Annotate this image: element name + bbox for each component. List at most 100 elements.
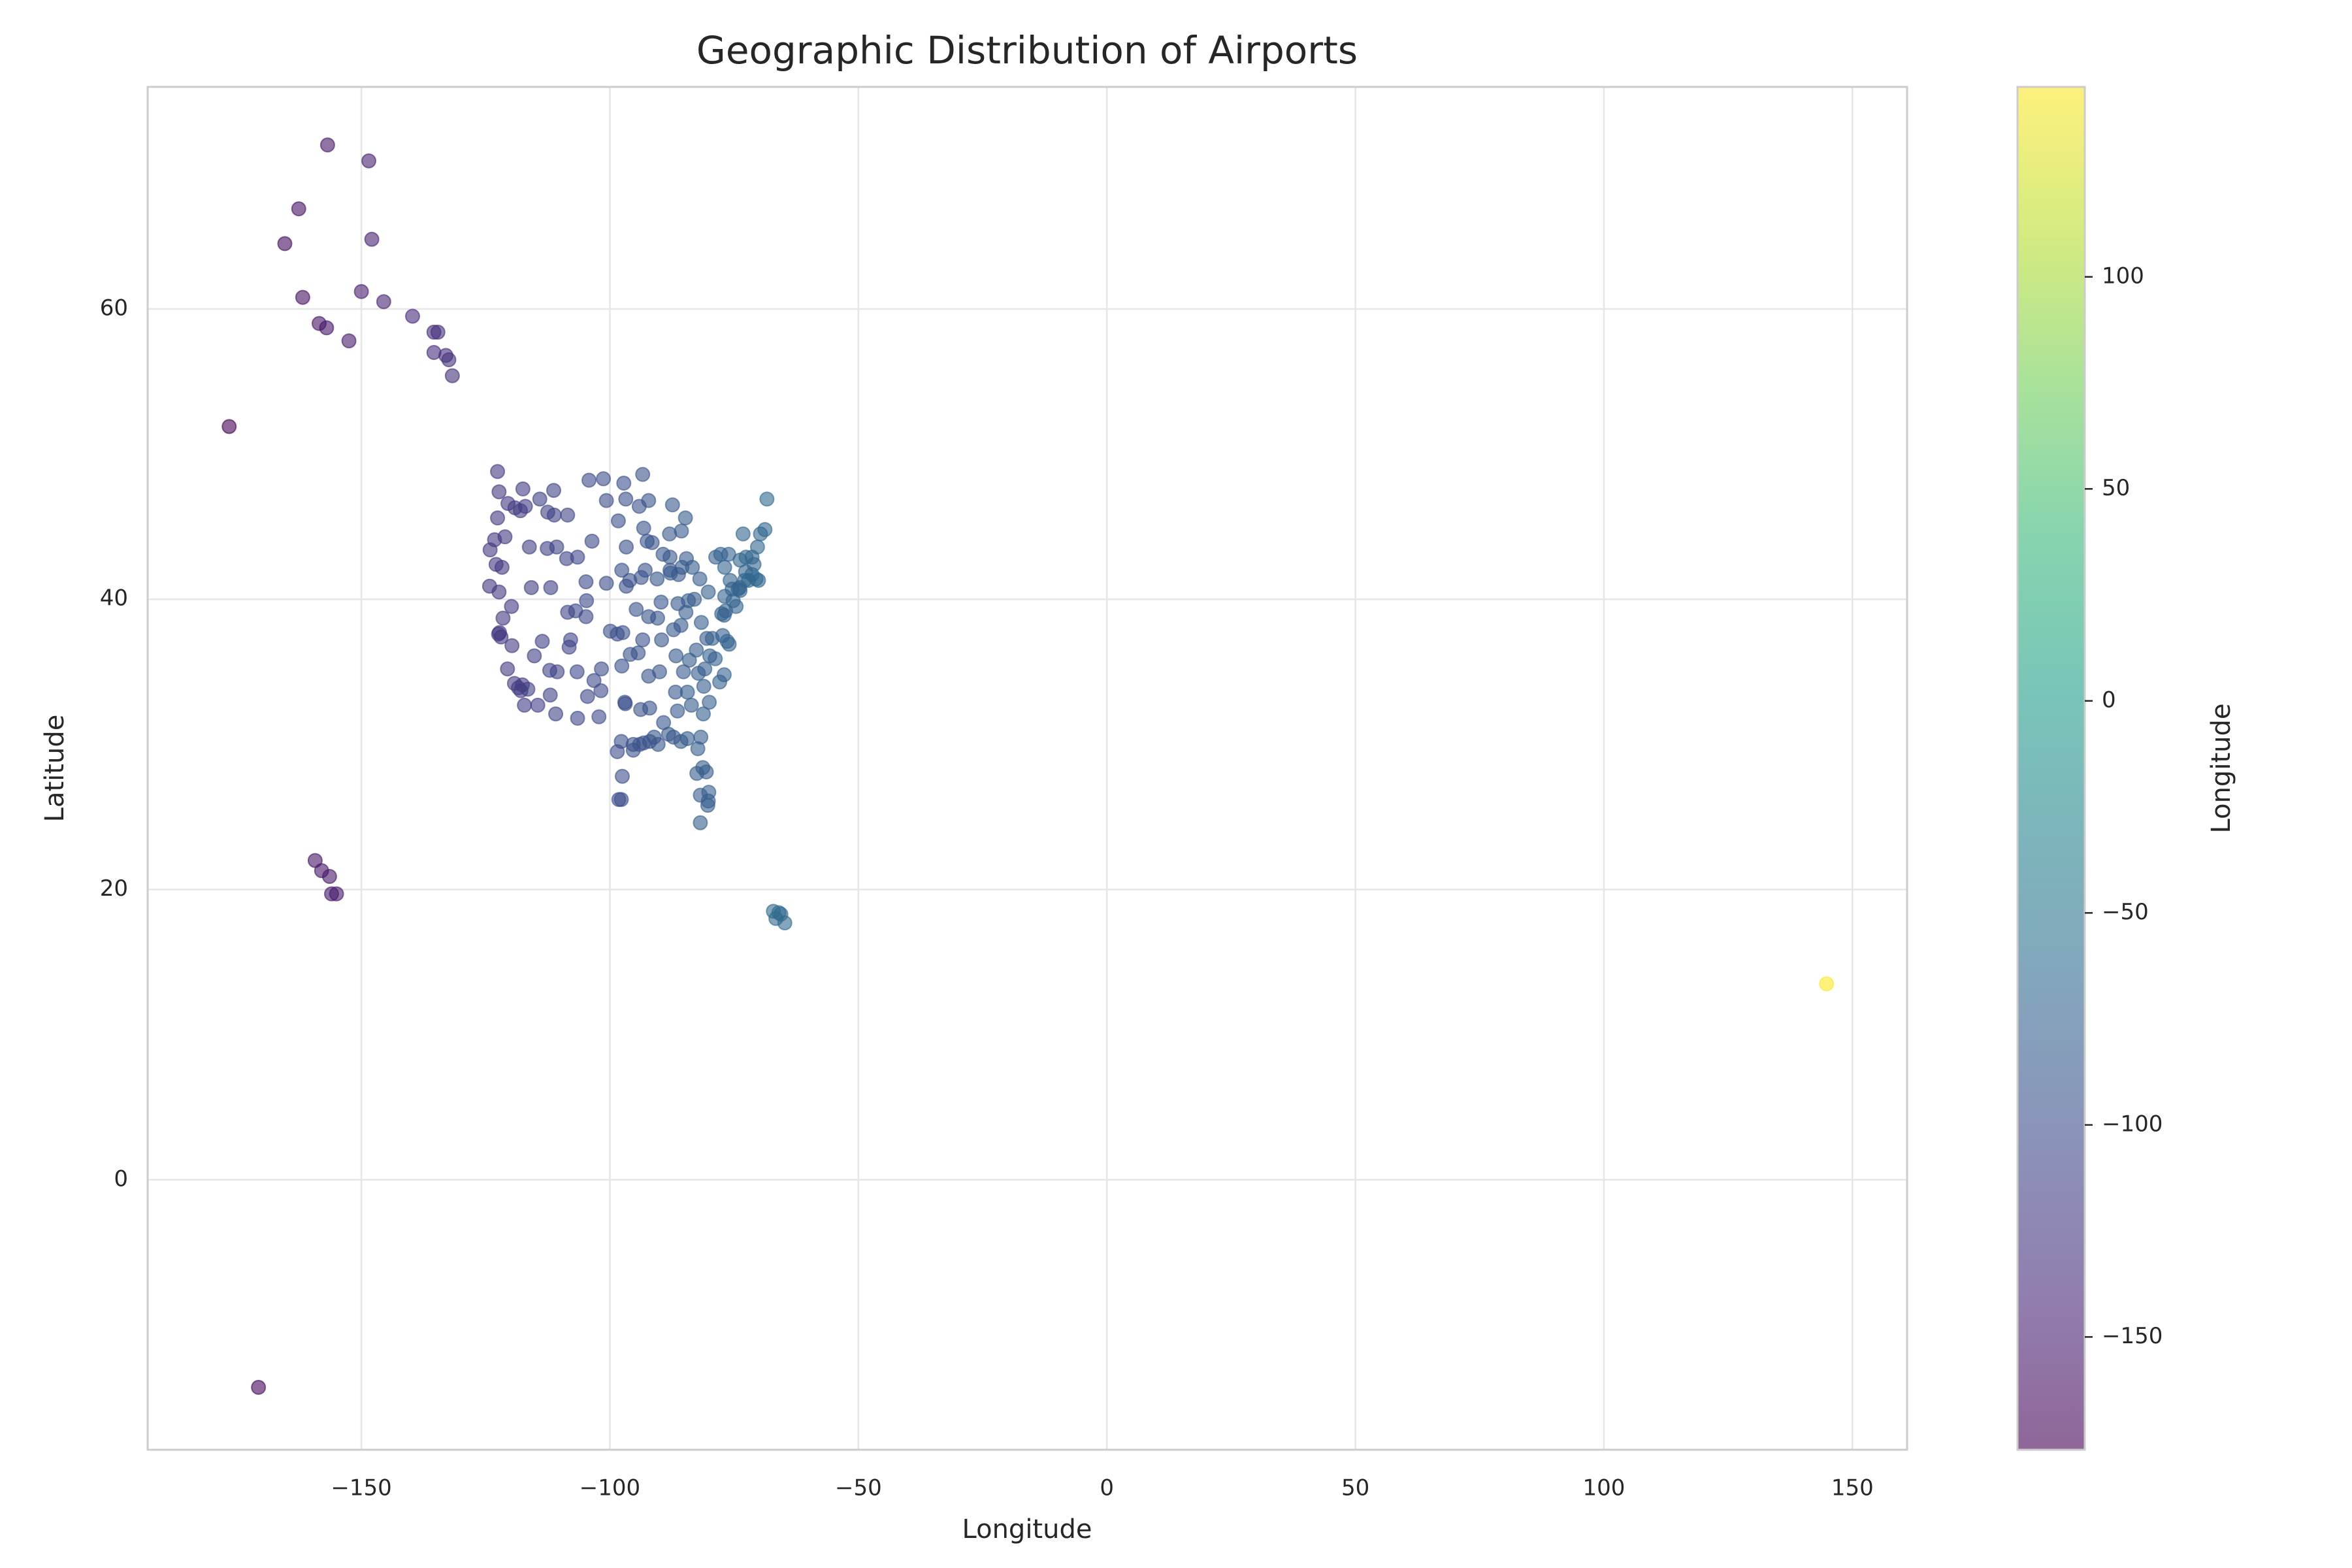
airport-point (702, 648, 717, 664)
airport-point (598, 576, 614, 591)
airport-point (329, 886, 344, 902)
airport-point (723, 572, 738, 588)
airport-point (616, 475, 632, 491)
airport-point (321, 869, 337, 885)
airport-point (619, 578, 634, 594)
airport-point (644, 535, 660, 551)
airport-point (654, 632, 670, 647)
airport-point (295, 289, 310, 305)
airport-point (629, 602, 644, 617)
airport-point (636, 520, 651, 536)
airport-point (319, 137, 335, 153)
airport-point (581, 472, 597, 488)
airport-point (504, 598, 519, 614)
airport-point (759, 491, 775, 507)
airport-point (614, 658, 630, 674)
airport-point (692, 571, 708, 587)
airport-point (523, 580, 539, 595)
airport-point (670, 703, 685, 719)
y-tick-label: 60 (100, 295, 128, 321)
airport-point (704, 630, 720, 646)
airport-point (642, 734, 657, 749)
airport-point (534, 634, 550, 649)
airport-point (631, 498, 647, 514)
airport-point (591, 709, 607, 725)
airport-point (441, 352, 457, 368)
airport-point (341, 333, 357, 349)
x-tick-label: 0 (1100, 1475, 1114, 1501)
airport-point (701, 785, 717, 800)
airport-point (735, 526, 751, 542)
airport-point (560, 604, 576, 620)
airport-point (617, 696, 633, 711)
colorbar-tick-label: 50 (2102, 475, 2130, 501)
airport-point (277, 236, 293, 252)
airport-point (569, 664, 585, 679)
x-tick-label: −50 (835, 1475, 882, 1501)
airport-point (666, 729, 681, 745)
plot-frame (146, 86, 1908, 1451)
airport-point (490, 464, 506, 480)
airport-point (542, 662, 557, 678)
airport-point (630, 645, 646, 661)
airport-point (635, 632, 651, 647)
airport-point (633, 702, 649, 717)
airport-point (708, 549, 724, 565)
airport-point (693, 615, 709, 630)
airport-point (610, 513, 626, 529)
airport-point (540, 540, 555, 556)
airport-point (540, 504, 555, 520)
airport-point (696, 678, 711, 694)
airport-point (517, 498, 533, 514)
airport-point (615, 768, 630, 784)
airport-point (546, 483, 562, 498)
airport-point (404, 308, 420, 324)
airport-point (444, 368, 460, 384)
airport-point (532, 491, 547, 507)
airport-point (1819, 976, 1835, 992)
airport-point (653, 595, 669, 610)
colorbar-tick-label: 0 (2102, 687, 2116, 713)
airport-point (683, 697, 699, 713)
airport-point (291, 201, 306, 217)
x-axis-label: Longitude (962, 1514, 1092, 1544)
x-tick-label: −100 (580, 1475, 640, 1501)
airport-point (504, 638, 520, 653)
airport-point (251, 1379, 267, 1395)
airport-point (500, 661, 515, 677)
colorbar (2016, 86, 2086, 1451)
airport-point (517, 697, 532, 713)
airport-point (584, 533, 600, 549)
airport-point (719, 634, 735, 649)
airport-point (666, 622, 681, 638)
airport-point (637, 563, 653, 578)
airport-point (376, 294, 391, 310)
airport-point (635, 466, 651, 482)
airport-point (652, 664, 668, 679)
x-tick-label: 100 (1582, 1475, 1625, 1501)
airport-point (728, 598, 744, 614)
airport-point (570, 710, 585, 726)
colorbar-tick-label: −100 (2102, 1111, 2163, 1137)
airport-point (676, 664, 691, 679)
airport-point (681, 593, 696, 608)
airport-point (602, 623, 618, 639)
airport-point (679, 684, 695, 700)
colorbar-label: Longitude (2206, 704, 2236, 834)
airport-point (656, 715, 672, 730)
airport-point (655, 546, 671, 562)
airport-point (700, 584, 716, 600)
airport-point (530, 697, 546, 713)
airport-point (221, 419, 237, 434)
colorbar-tick-label: −150 (2102, 1323, 2163, 1349)
y-tick-label: 40 (100, 585, 128, 612)
airport-point (542, 687, 558, 703)
airport-point (618, 491, 634, 507)
airport-point (668, 648, 684, 664)
airport-point (491, 484, 507, 500)
x-tick-label: 150 (1831, 1475, 1874, 1501)
airport-point (494, 559, 510, 575)
airport-point (681, 652, 697, 668)
